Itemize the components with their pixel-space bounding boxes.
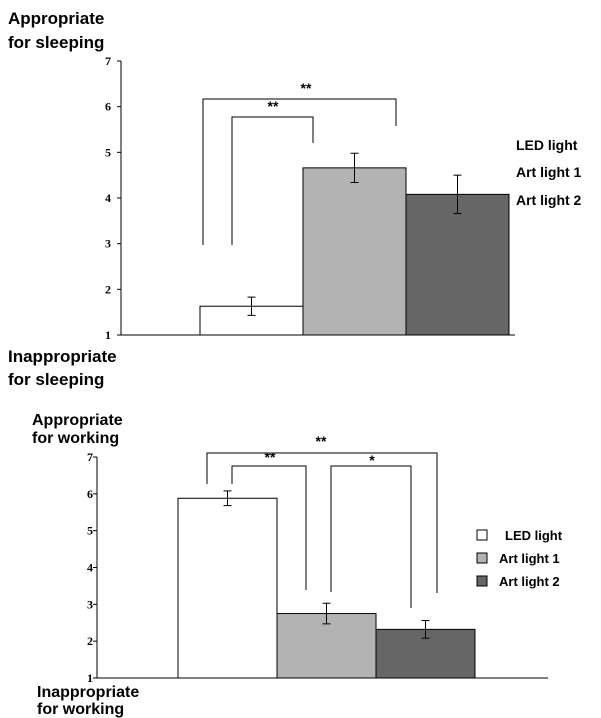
chart-1-y-tick-label: 1 xyxy=(105,328,111,342)
chart-2-legend-swatch-art2 xyxy=(476,575,488,587)
chart-2-y-tick-label: 1 xyxy=(87,671,93,685)
chart-2: Appropriate for working Inappropriate fo… xyxy=(32,412,563,718)
chart-1-bar xyxy=(405,193,510,336)
chart-1-y-tick-label: 7 xyxy=(105,54,111,68)
chart-2-top-label-line2: for working xyxy=(32,430,119,447)
chart-2-bottom-label-line2: for working xyxy=(37,701,124,718)
chart-1: Appropriate for sleeping Inappropriate f… xyxy=(8,9,582,389)
chart-2-significance: ** ** * xyxy=(206,433,438,608)
chart-1-bottom-label-line2: for sleeping xyxy=(8,370,104,389)
chart-2-bracket-left-label: ** xyxy=(265,449,276,465)
chart-2-legend: LED light Art light 1 Art light 2 xyxy=(476,528,563,589)
chart-2-legend-art1: Art light 1 xyxy=(499,551,560,566)
chart-2-bar xyxy=(177,497,278,679)
chart-1-error-bars xyxy=(247,152,462,316)
chart-2-bracket-right xyxy=(330,465,412,608)
chart-2-y-tick-label: 7 xyxy=(87,450,93,464)
chart-2-bracket-outer xyxy=(206,452,438,593)
chart-1-significance: ** ** xyxy=(202,80,397,245)
chart-1-bars xyxy=(199,167,510,336)
chart-1-bracket-outer-label: ** xyxy=(301,80,312,96)
chart-1-bracket-outer xyxy=(202,98,397,245)
chart-2-bars xyxy=(177,497,476,679)
chart-1-bottom-label-line1: Inappropriate xyxy=(8,347,117,366)
chart-2-bracket-left xyxy=(231,465,307,590)
chart-2-y-tick-label: 5 xyxy=(87,524,93,538)
chart-2-y-tick-label: 4 xyxy=(87,561,93,575)
chart-2-legend-swatch-art1 xyxy=(476,552,488,564)
chart-1-bracket-inner-label: ** xyxy=(268,98,279,114)
chart-1-top-label-line2: for sleeping xyxy=(8,33,104,52)
chart-1-legend-art2: Art light 2 xyxy=(516,192,582,208)
chart-1-y-tick-label: 3 xyxy=(105,237,111,251)
chart-1-y-tick-label: 2 xyxy=(105,282,111,296)
chart-1-y-ticks: 1 2 3 4 5 6 7 xyxy=(105,54,121,342)
chart-2-y-tick-label: 3 xyxy=(87,597,93,611)
chart-1-bracket-inner xyxy=(231,116,314,245)
chart-2-legend-swatch-led xyxy=(476,529,488,541)
chart-2-legend-led: LED light xyxy=(505,528,563,543)
chart-1-legend-led: LED light xyxy=(516,137,578,153)
chart-2-bottom-label-line1: Inappropriate xyxy=(37,684,139,701)
chart-1-top-label-line1: Appropriate xyxy=(8,9,104,28)
chart-1-bar xyxy=(302,167,407,336)
chart-1-legend-art1: Art light 1 xyxy=(516,164,582,180)
chart-2-y-tick-label: 2 xyxy=(87,634,93,648)
chart-2-y-ticks: 1 2 3 4 5 6 7 xyxy=(87,450,97,685)
chart-2-top-label-line1: Appropriate xyxy=(32,412,123,429)
chart-2-legend-art2: Art light 2 xyxy=(499,574,560,589)
chart-1-legend: LED light Art light 1 Art light 2 xyxy=(516,137,582,208)
chart-1-y-tick-label: 6 xyxy=(105,100,111,114)
chart-2-error-bars xyxy=(223,490,430,639)
chart-1-y-tick-label: 4 xyxy=(105,191,111,205)
chart-1-y-tick-label: 5 xyxy=(105,145,111,159)
chart-2-bracket-right-label: * xyxy=(369,452,375,468)
chart-2-bracket-outer-label: ** xyxy=(316,433,327,449)
chart-2-y-tick-label: 6 xyxy=(87,487,93,501)
